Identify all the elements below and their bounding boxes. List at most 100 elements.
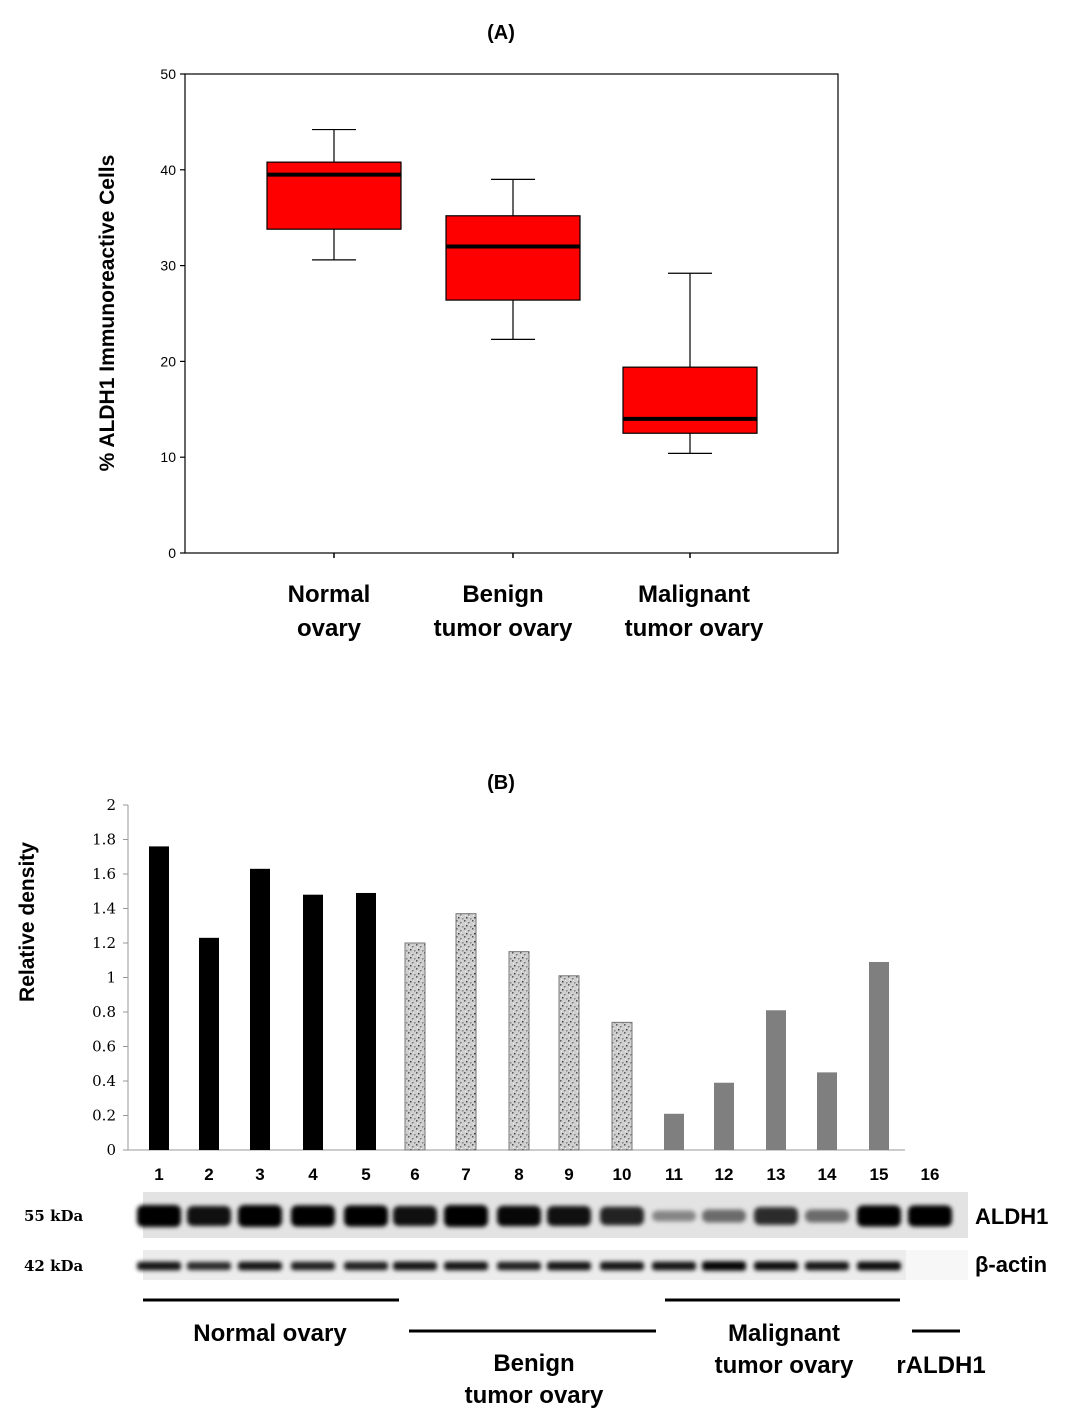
b-bar	[664, 1113, 684, 1150]
blot-band-aldh1	[497, 1205, 541, 1227]
b-bar	[356, 892, 376, 1150]
b-bar	[766, 1010, 786, 1150]
blot-band-beta-actin	[600, 1261, 644, 1271]
blot-band-aldh1	[805, 1209, 849, 1223]
panel-a-label: (A)	[487, 22, 515, 44]
blot-band-beta-actin	[444, 1261, 488, 1271]
b-lane-number: 14	[818, 1165, 837, 1184]
b-bar	[199, 937, 219, 1150]
panel-a-y-ticks: 0 10 20 30 40 50	[160, 66, 185, 561]
blot-band-aldh1	[908, 1205, 952, 1227]
b-lane-number: 1	[154, 1165, 163, 1184]
a-box	[266, 161, 402, 230]
panel-b-lane-numbers: 1 2 3 4 5 6 7 8 9 10 11 12 13 14 15 16	[154, 1165, 939, 1184]
b-bar	[508, 951, 530, 1151]
blot-band-aldh1	[547, 1206, 591, 1226]
b-lane-number: 7	[461, 1165, 470, 1184]
blot-band-beta-actin	[652, 1261, 696, 1271]
blot-band-beta-actin	[857, 1261, 901, 1271]
a-ytick-label: 50	[160, 66, 176, 82]
group-label-normal: Normal ovary	[193, 1320, 347, 1347]
panel-b-bars	[149, 846, 889, 1151]
blot-band-aldh1	[702, 1209, 746, 1223]
blot-band-beta-actin	[137, 1261, 181, 1271]
b-ytick-label: 1.2	[92, 934, 116, 952]
b-lane-number: 11	[665, 1165, 683, 1184]
b-ytick-label: 0.6	[92, 1038, 116, 1056]
a-ytick-label: 40	[160, 162, 176, 178]
blot-marker-55kda: 55 kDa	[24, 1207, 83, 1225]
a-xtick-label: Malignant	[638, 581, 750, 608]
b-bar	[869, 961, 889, 1150]
a-xtick-label: Benign	[462, 581, 543, 608]
a-xtick-label: tumor ovary	[625, 615, 764, 642]
blot-band-aldh1	[187, 1206, 231, 1226]
b-bar	[250, 868, 270, 1150]
group-annotations: Normal ovary Benign tumor ovary Malignan…	[143, 1298, 986, 1409]
panel-b-y-axis-title: Relative density	[16, 842, 39, 1002]
panel-a-boxes	[266, 128, 758, 558]
b-ytick-label: 0.2	[92, 1107, 116, 1125]
a-box	[445, 215, 581, 301]
b-ytick-label: 2	[106, 796, 116, 814]
panel-b-y-ticks: 0 0.2 0.4 0.6 0.8 1 1.2 1.4 1.6 1.8 2	[92, 796, 128, 1159]
b-lane-number: 8	[514, 1165, 523, 1184]
b-bar	[404, 942, 426, 1151]
blot-band-beta-actin	[754, 1261, 798, 1271]
b-bar	[303, 894, 323, 1150]
b-lane-number: 10	[613, 1165, 632, 1184]
b-lane-number: 3	[255, 1165, 264, 1184]
blot-band-beta-actin	[702, 1261, 746, 1271]
b-lane-number: 6	[410, 1165, 419, 1184]
b-bar	[817, 1072, 837, 1150]
b-ytick-label: 0.4	[92, 1072, 116, 1090]
b-ytick-label: 1.8	[92, 831, 116, 849]
b-ytick-label: 1	[106, 969, 116, 987]
a-xtick-label: ovary	[297, 615, 362, 642]
a-ytick-label: 30	[160, 258, 176, 274]
panel-a: (A) % ALDH1 Immunoreactive Cells 0 10 20 30…	[96, 22, 839, 642]
b-lane-number: 4	[308, 1165, 318, 1184]
a-ytick-label: 0	[168, 545, 176, 561]
a-box	[622, 366, 758, 434]
b-bar	[455, 913, 477, 1151]
blot-band-beta-actin	[187, 1261, 231, 1271]
b-lane-number: 9	[564, 1165, 573, 1184]
group-label-malignant-line2: tumor ovary	[715, 1352, 854, 1379]
blot-band-aldh1	[344, 1205, 388, 1227]
b-lane-number: 15	[870, 1165, 889, 1184]
blot-band-beta-actin	[291, 1261, 335, 1271]
panel-a-plot-frame	[184, 73, 839, 554]
blot-band-beta-actin	[547, 1261, 591, 1271]
b-lane-number: 13	[767, 1165, 786, 1184]
blot-band-aldh1	[754, 1207, 798, 1225]
blot-band-beta-actin	[805, 1261, 849, 1271]
blot-band-aldh1	[291, 1205, 335, 1227]
blot-band-beta-actin	[497, 1261, 541, 1271]
b-bar	[558, 975, 580, 1151]
panel-b-label: (B)	[487, 772, 515, 794]
panel-a-y-axis-title: % ALDH1 Immunoreactive Cells	[96, 155, 119, 472]
group-label-benign-line2: tumor ovary	[465, 1382, 604, 1409]
blot-band-beta-actin	[238, 1261, 282, 1271]
a-xtick-label: Normal	[288, 581, 371, 608]
blot-band-aldh1	[137, 1205, 181, 1227]
b-lane-number: 5	[361, 1165, 370, 1184]
b-bar	[611, 1021, 633, 1151]
b-ytick-label: 1.4	[92, 900, 116, 918]
blot-band-aldh1	[600, 1206, 644, 1226]
blot-band-beta-actin	[344, 1261, 388, 1271]
b-bar	[714, 1082, 734, 1150]
blot-band-aldh1	[444, 1205, 488, 1227]
b-ytick-label: 0.8	[92, 1003, 116, 1021]
panel-b: (B) Relative density 0 0.2 0.4 0.6 0.8 1 1.2 1.…	[16, 772, 1048, 1409]
panel-a-x-labels: Normal ovary Benign tumor ovary Malignant tum…	[288, 581, 764, 642]
group-label-benign-line1: Benign	[493, 1350, 574, 1377]
b-ytick-label: 1.6	[92, 865, 116, 883]
blot-band-aldh1	[238, 1205, 282, 1227]
blot-protein-beta-actin: β-actin	[975, 1252, 1047, 1277]
a-xtick-label: tumor ovary	[434, 615, 573, 642]
a-ytick-label: 10	[160, 449, 176, 465]
western-blot: 55 kDa 42 kDa ALDH1 β-actin	[24, 1192, 1048, 1280]
